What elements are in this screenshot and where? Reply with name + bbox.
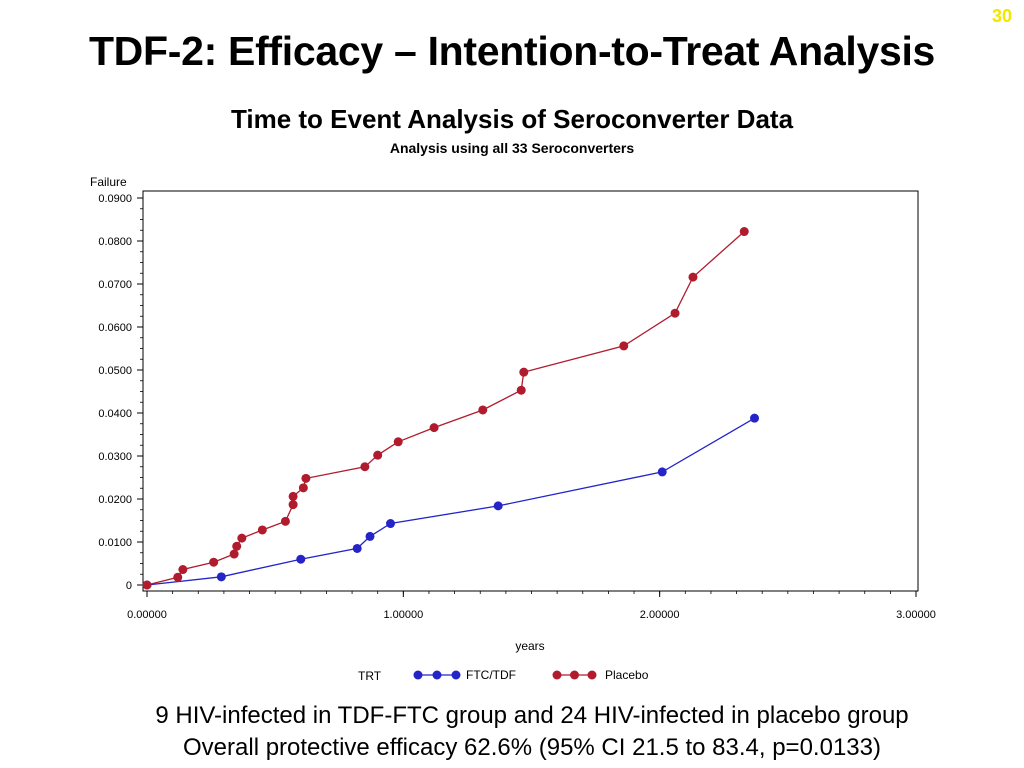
data-point xyxy=(280,516,290,526)
legend-marker xyxy=(432,670,442,680)
data-point xyxy=(619,341,629,351)
data-point xyxy=(352,543,362,553)
y-tick-label: 0.0800 xyxy=(98,236,132,248)
data-point xyxy=(301,473,311,483)
legend-marker xyxy=(413,670,423,680)
data-point xyxy=(232,541,242,551)
data-point xyxy=(478,405,488,415)
slide-number: 30 xyxy=(991,6,1012,26)
legend-marker xyxy=(451,670,461,680)
data-point xyxy=(209,557,219,567)
y-tick-label: 0.0500 xyxy=(98,365,132,377)
data-point xyxy=(178,565,188,575)
legend-marker xyxy=(552,670,562,680)
y-tick-label: 0 xyxy=(126,580,132,592)
x-axis-label: years xyxy=(515,639,544,653)
data-point xyxy=(229,549,239,559)
data-point xyxy=(670,308,680,318)
data-point xyxy=(688,272,698,282)
data-point xyxy=(360,462,370,472)
slide-title: TDF-2: Efficacy – Intention-to-Treat Ana… xyxy=(88,28,936,74)
x-tick-label: 1.00000 xyxy=(383,609,423,621)
data-point xyxy=(216,572,226,582)
data-point xyxy=(519,367,529,377)
data-point xyxy=(298,483,308,493)
plot-frame xyxy=(142,190,919,592)
data-point xyxy=(429,423,439,433)
y-tick-label: 0.0900 xyxy=(98,193,132,205)
y-axis-label: Failure xyxy=(90,175,127,189)
chart-title: Time to Event Analysis of Seroconverter … xyxy=(230,104,794,134)
data-point xyxy=(288,500,298,510)
series-line-ftc-tdf xyxy=(146,417,755,586)
data-point xyxy=(373,450,383,460)
legend-marker xyxy=(570,670,579,680)
x-tick-label: 2.00000 xyxy=(640,609,680,621)
legend-label: Placebo xyxy=(605,668,649,682)
data-point xyxy=(237,533,247,543)
data-point xyxy=(173,572,183,582)
data-point xyxy=(739,227,749,237)
x-tick-label: 3.00000 xyxy=(896,609,936,621)
legend-marker xyxy=(587,670,597,680)
data-point xyxy=(386,519,396,529)
failure-chart: 0 0.0100 0.0200 0.0300 0.0400 0.0500 0.0600 0.0… xyxy=(90,175,936,683)
footnote-efficacy: Overall protective efficacy 62.6% (95% C… xyxy=(183,734,881,761)
y-tick-label: 0.0100 xyxy=(98,537,132,549)
data-point xyxy=(257,525,267,535)
y-tick-label: 0.0700 xyxy=(98,279,132,291)
data-point xyxy=(142,580,152,590)
x-tick-label: 0.00000 xyxy=(127,609,167,621)
legend-label: FTC/TDF xyxy=(466,668,516,682)
y-tick-label: 0.0400 xyxy=(98,408,132,420)
chart-subtitle: Analysis using all 33 Seroconverters xyxy=(389,140,635,156)
data-point xyxy=(493,501,503,511)
y-tick-label: 0.0300 xyxy=(98,451,132,463)
data-point xyxy=(393,437,403,447)
data-point xyxy=(365,531,375,541)
data-point xyxy=(750,413,760,423)
data-point xyxy=(288,491,298,501)
data-point xyxy=(296,554,306,564)
data-point xyxy=(657,467,667,477)
y-tick-label: 0.0200 xyxy=(98,494,132,506)
data-point xyxy=(516,385,526,395)
footnote-infected-counts: 9 HIV-infected in TDF-FTC group and 24 H… xyxy=(155,702,909,729)
legend-title: TRT xyxy=(358,669,382,683)
series-line-placebo xyxy=(146,231,745,586)
y-tick-label: 0.0600 xyxy=(98,322,132,334)
